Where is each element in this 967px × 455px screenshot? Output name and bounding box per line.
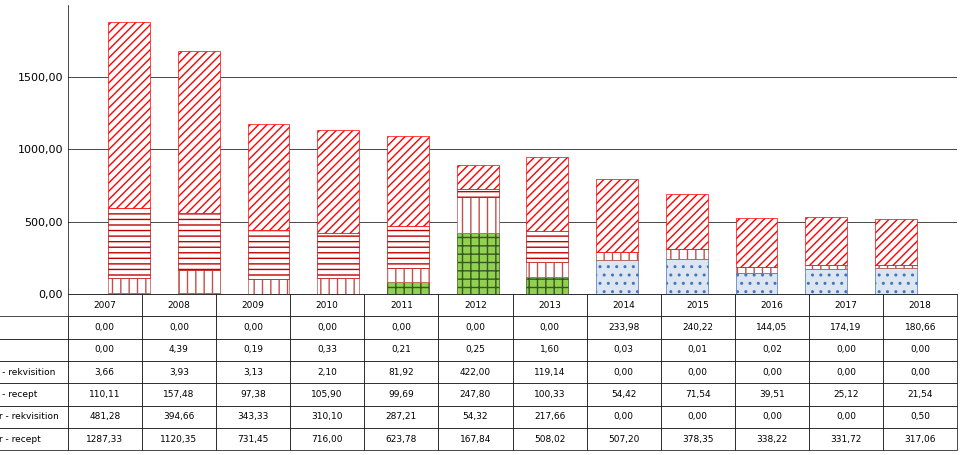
Bar — [666, 249, 708, 259]
Bar — [526, 262, 569, 277]
Bar — [736, 273, 777, 294]
Bar — [456, 197, 499, 233]
Bar — [178, 51, 220, 213]
Bar — [666, 194, 708, 249]
Bar — [248, 124, 289, 230]
Bar — [387, 282, 428, 294]
Bar — [806, 269, 847, 294]
Bar — [666, 259, 708, 294]
Bar — [108, 208, 150, 278]
Bar — [806, 265, 847, 269]
Bar — [178, 293, 220, 294]
Bar — [108, 293, 150, 294]
Bar — [317, 130, 359, 233]
Bar — [387, 268, 428, 282]
Bar — [178, 270, 220, 293]
Bar — [317, 278, 359, 293]
Bar — [108, 278, 150, 293]
Bar — [387, 136, 428, 226]
Bar — [597, 179, 638, 252]
Bar — [526, 231, 569, 262]
Bar — [806, 217, 847, 265]
Bar — [387, 226, 428, 268]
Bar — [456, 189, 499, 197]
Bar — [597, 252, 638, 260]
Bar — [248, 230, 289, 279]
Bar — [317, 233, 359, 278]
Bar — [736, 268, 777, 273]
Bar — [178, 213, 220, 270]
Bar — [456, 233, 499, 294]
Bar — [248, 279, 289, 293]
Bar — [108, 21, 150, 208]
Bar — [875, 268, 917, 294]
Bar — [875, 265, 917, 268]
Bar — [526, 277, 569, 294]
Bar — [526, 157, 569, 231]
Bar — [597, 260, 638, 294]
Bar — [875, 219, 917, 265]
Bar — [736, 218, 777, 268]
Bar — [456, 165, 499, 189]
